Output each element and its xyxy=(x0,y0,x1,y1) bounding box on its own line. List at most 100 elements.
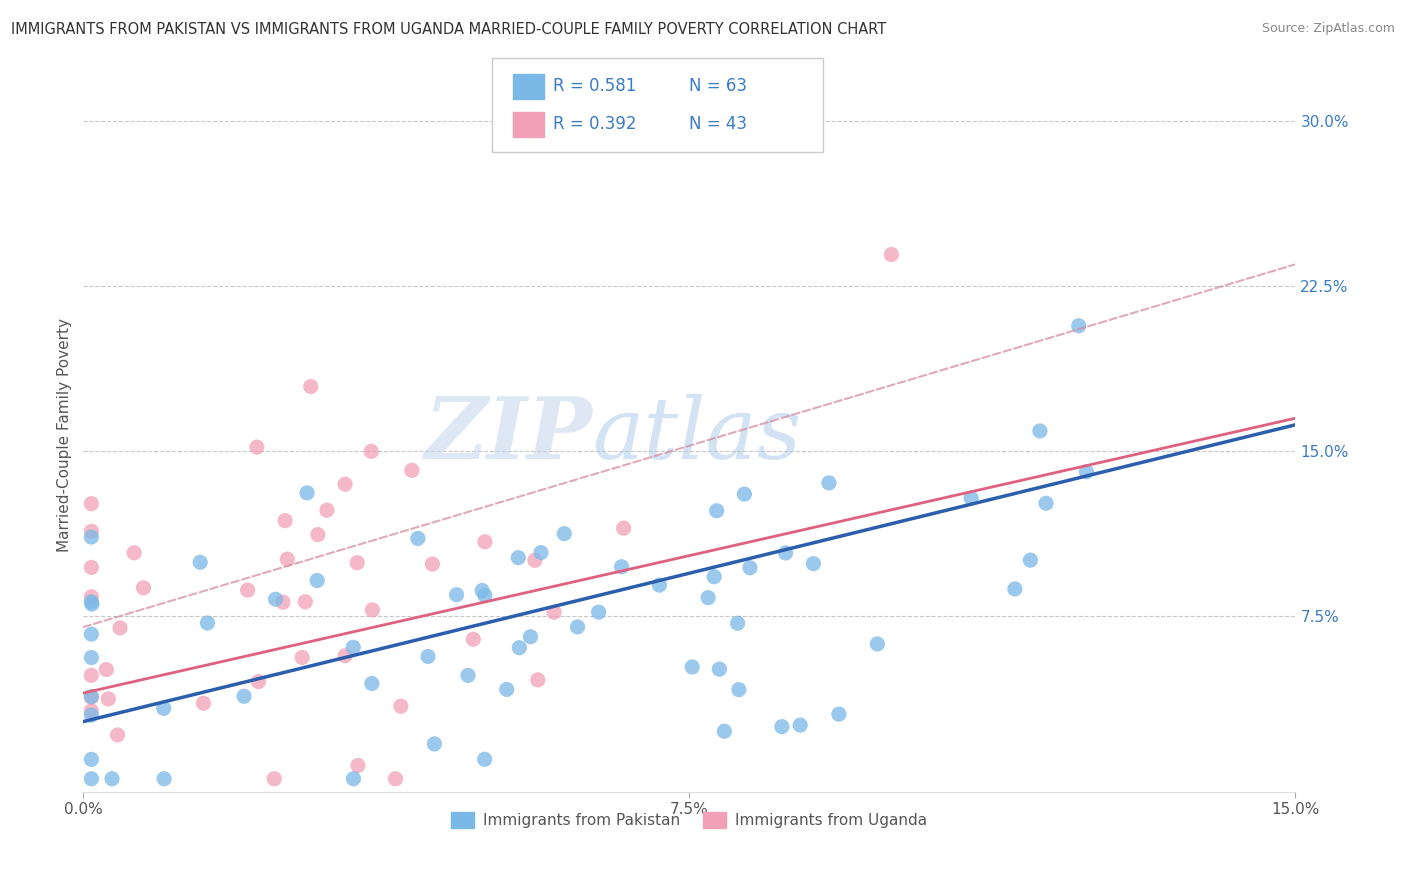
Text: ZIP: ZIP xyxy=(425,393,592,476)
Point xyxy=(307,574,329,588)
Legend: Immigrants from Pakistan, Immigrants from Uganda: Immigrants from Pakistan, Immigrants fro… xyxy=(446,806,934,834)
Point xyxy=(96,663,118,677)
Point xyxy=(101,772,124,786)
Point xyxy=(697,591,720,605)
Text: IMMIGRANTS FROM PAKISTAN VS IMMIGRANTS FROM UGANDA MARRIED-COUPLE FAMILY POVERTY: IMMIGRANTS FROM PAKISTAN VS IMMIGRANTS F… xyxy=(11,22,887,37)
Text: atlas: atlas xyxy=(592,393,801,476)
Point xyxy=(553,526,575,541)
Point xyxy=(727,616,749,631)
Point xyxy=(80,627,103,641)
Point xyxy=(274,514,297,528)
Text: Source: ZipAtlas.com: Source: ZipAtlas.com xyxy=(1261,22,1395,36)
Point xyxy=(80,650,103,665)
Point xyxy=(276,552,298,566)
Point xyxy=(360,444,382,458)
Point xyxy=(264,592,287,607)
Point xyxy=(508,550,530,565)
Point xyxy=(80,597,103,611)
Point xyxy=(80,690,103,705)
Point xyxy=(1019,553,1042,567)
Point xyxy=(567,620,589,634)
Point xyxy=(406,532,429,546)
Point xyxy=(828,707,851,722)
Point xyxy=(709,662,731,676)
Point xyxy=(713,724,735,739)
Point xyxy=(291,650,314,665)
Point xyxy=(474,589,496,603)
Point xyxy=(347,758,370,772)
Point xyxy=(299,379,322,393)
Point xyxy=(727,682,749,697)
Point xyxy=(295,486,318,500)
Point xyxy=(416,649,439,664)
Point xyxy=(446,588,468,602)
Point xyxy=(80,530,103,544)
Point xyxy=(307,527,329,541)
Point xyxy=(80,690,103,704)
Point xyxy=(703,570,725,584)
Point xyxy=(80,560,103,574)
Point xyxy=(706,504,728,518)
Point xyxy=(543,605,565,619)
Point xyxy=(122,546,145,560)
Text: N = 63: N = 63 xyxy=(689,77,747,95)
Point xyxy=(530,545,553,559)
Point xyxy=(97,692,120,706)
Point xyxy=(80,704,103,718)
Point xyxy=(342,772,364,786)
Point xyxy=(152,701,174,715)
Point xyxy=(389,699,412,714)
Point xyxy=(789,718,811,732)
Point xyxy=(80,752,103,766)
Point xyxy=(80,595,103,609)
Point xyxy=(526,673,548,687)
Point xyxy=(236,582,259,597)
Point xyxy=(233,690,256,704)
Point xyxy=(1035,496,1057,510)
Point xyxy=(495,682,517,697)
Point xyxy=(333,648,356,663)
Point xyxy=(960,491,983,505)
Point xyxy=(108,621,131,635)
Point xyxy=(153,772,176,786)
Point xyxy=(80,772,103,786)
Point xyxy=(613,521,636,535)
Point xyxy=(1029,424,1052,438)
Point xyxy=(80,497,103,511)
Point xyxy=(803,557,825,571)
Point xyxy=(197,615,219,630)
Point xyxy=(519,630,541,644)
Point xyxy=(474,534,496,549)
Point xyxy=(80,668,103,682)
Text: R = 0.581: R = 0.581 xyxy=(553,77,636,95)
Y-axis label: Married-Couple Family Poverty: Married-Couple Family Poverty xyxy=(58,318,72,551)
Point xyxy=(294,595,316,609)
Point xyxy=(423,737,446,751)
Point xyxy=(316,503,339,517)
Point xyxy=(463,632,485,647)
Point xyxy=(342,640,364,655)
Point xyxy=(132,581,155,595)
Point xyxy=(681,660,703,674)
Point xyxy=(80,524,103,539)
Text: R = 0.392: R = 0.392 xyxy=(553,115,636,133)
Point xyxy=(271,595,294,609)
Point xyxy=(775,546,797,560)
Point xyxy=(770,720,793,734)
Point xyxy=(247,674,270,689)
Point xyxy=(361,603,384,617)
Point xyxy=(471,583,494,598)
Point xyxy=(457,668,479,682)
Point xyxy=(1076,465,1098,479)
Point xyxy=(360,676,382,690)
Point xyxy=(818,475,841,490)
Point xyxy=(384,772,406,786)
Point xyxy=(80,708,103,723)
Point xyxy=(474,752,496,766)
Point xyxy=(1004,582,1026,596)
Text: N = 43: N = 43 xyxy=(689,115,747,133)
Point xyxy=(880,247,903,261)
Point xyxy=(346,556,368,570)
Point xyxy=(523,553,546,567)
Point xyxy=(333,477,356,491)
